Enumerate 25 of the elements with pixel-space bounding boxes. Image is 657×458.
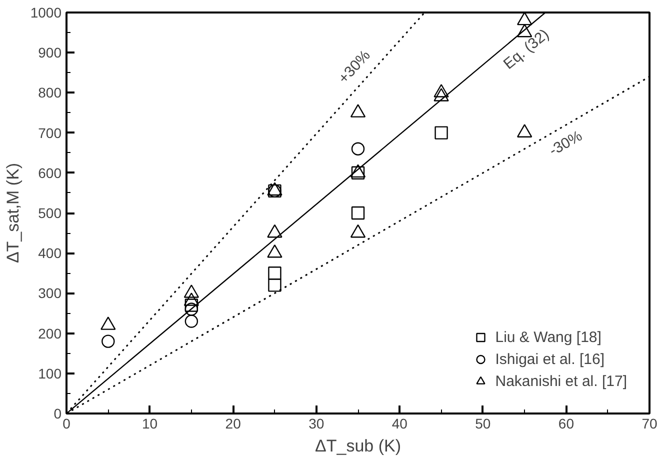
y-tick-label: 800 [38,84,62,101]
legend-label: Liu & Wang [18] [495,328,602,346]
y-tick-label: 500 [38,205,62,221]
y-tick-label: 400 [38,245,62,262]
legend-label: Ishigai et al. [16] [495,350,604,368]
x-tick-label: 30 [308,416,324,432]
x-tick-label: 20 [225,416,242,432]
y-tick-label: 100 [38,365,62,382]
y-tick-label: 600 [38,164,62,181]
x-axis-title: ΔT_sub (K) [315,436,402,456]
y-tick-label: 900 [38,44,62,61]
annotation: Eq. (32) [500,26,552,73]
y-tick-label: 0 [54,406,62,422]
y-tick-label: 700 [38,124,62,141]
y-tick-label: 300 [38,285,62,302]
x-tick-label: 40 [392,416,408,432]
y-tick-label: 1000 [30,4,62,20]
x-tick-label: 60 [558,416,574,432]
annotation: -30% [546,128,586,160]
y-tick-label: 200 [38,325,62,342]
x-tick-label: 50 [475,416,491,432]
y-axis-title: ΔT_sat,M (K) [3,162,22,264]
legend-label: Nakanishi et al. [17] [495,372,627,390]
x-tick-label: 70 [642,416,657,432]
x-tick-label: 10 [142,416,158,432]
